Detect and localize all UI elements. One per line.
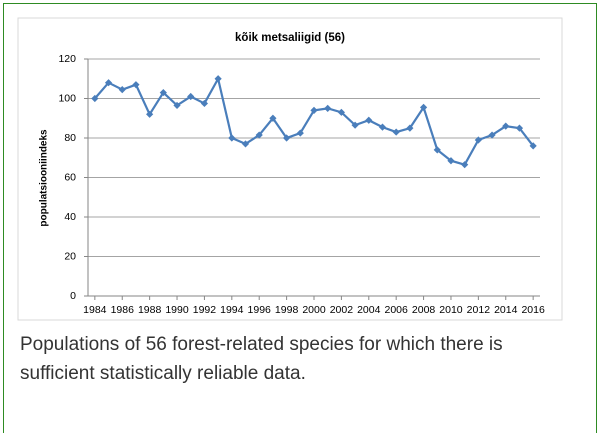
data-point (255, 131, 263, 139)
data-point (324, 104, 332, 112)
y-tick-label: 120 (58, 53, 76, 65)
data-point (269, 114, 277, 122)
x-tick-label: 2010 (439, 304, 463, 316)
data-point (474, 136, 482, 144)
data-point (515, 124, 524, 132)
data-point (488, 131, 496, 139)
chart-frame (17, 17, 563, 321)
x-tick-label: 2004 (357, 304, 381, 316)
data-point (378, 123, 387, 131)
x-tick-label: 2012 (467, 304, 491, 316)
data-point (392, 128, 400, 136)
x-tick-label: 1988 (138, 304, 162, 316)
data-point (104, 79, 113, 87)
data-point (228, 134, 236, 142)
y-tick-label: 80 (64, 132, 76, 144)
chart-title: kõik metsaliigid (56) (235, 32, 345, 44)
y-tick-label: 40 (64, 211, 76, 223)
x-tick-label: 2000 (302, 304, 326, 316)
x-tick-label: 1996 (248, 304, 272, 316)
data-point (351, 121, 359, 129)
x-tick-label: 1994 (220, 304, 244, 316)
x-tick-label: 1990 (165, 304, 189, 316)
data-point (502, 122, 510, 130)
data-point (118, 86, 126, 94)
data-point (132, 81, 140, 89)
data-point (419, 103, 428, 111)
x-tick-label: 2008 (412, 304, 436, 316)
frame (3, 3, 597, 433)
x-tick-label: 1998 (275, 304, 299, 316)
x-tick-label: 1986 (111, 304, 135, 316)
data-point (529, 142, 537, 150)
y-tick-label: 60 (64, 171, 76, 183)
y-tick-label: 100 (58, 92, 76, 104)
x-tick-label: 1992 (193, 304, 217, 316)
data-point (296, 129, 304, 137)
data-point (283, 134, 291, 142)
data-point (200, 99, 209, 108)
data-point (433, 146, 441, 154)
data-point (173, 101, 181, 110)
x-tick-label: 2002 (330, 304, 354, 316)
y-tick-label: 20 (64, 250, 76, 262)
y-tick-label: 0 (70, 290, 76, 302)
y-axis-label: populatsiooniindeks (39, 129, 50, 227)
data-point (187, 92, 195, 101)
x-tick-label: 2016 (521, 304, 545, 316)
data-point (310, 106, 318, 114)
x-tick-label: 1984 (83, 304, 107, 316)
data-point (447, 157, 455, 165)
x-tick-label: 2014 (494, 304, 518, 316)
data-point (406, 124, 414, 132)
data-point (91, 94, 99, 103)
data-point (337, 108, 345, 116)
data-point (241, 140, 250, 148)
data-point (365, 116, 373, 124)
data-point (146, 110, 154, 118)
data-point (461, 161, 469, 169)
x-tick-label: 2006 (385, 304, 409, 316)
caption: Populations of 56 forest-related species… (20, 334, 503, 384)
data-point (159, 88, 167, 97)
data-point (214, 75, 222, 83)
